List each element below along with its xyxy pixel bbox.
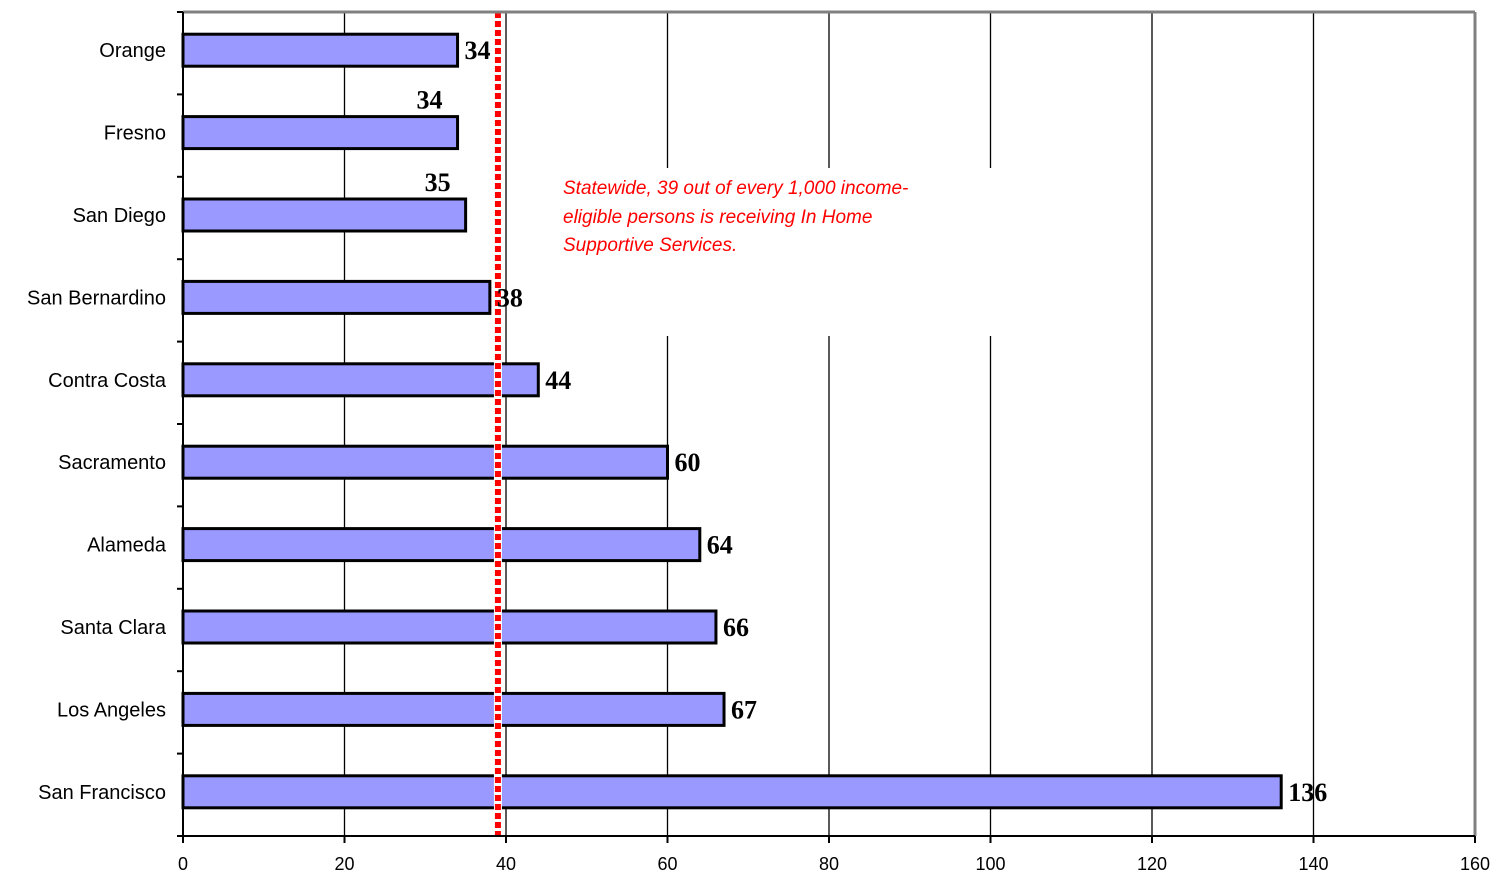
bar-contra-costa — [181, 362, 540, 398]
reference-line-backing — [493, 12, 502, 836]
bar-orange — [181, 32, 460, 68]
x-tick-label: 20 — [334, 854, 354, 874]
annotation-line-3: Supportive Services. — [563, 235, 737, 256]
labels: 34 Orange 34 Fresno 35 San Diego 38 San Bernard… — [27, 36, 1327, 807]
bar-fresno — [181, 115, 460, 151]
data-label: 44 — [545, 366, 571, 395]
bar-alameda — [181, 527, 702, 563]
axes: 0 20 40 60 80 100 120 140 160 — [177, 11, 1490, 874]
category-label: Los Angeles — [57, 699, 166, 721]
x-tick-label: 40 — [496, 854, 516, 874]
category-label: Orange — [99, 40, 166, 62]
x-tick-label: 0 — [178, 854, 188, 874]
reference-line-group — [493, 12, 502, 836]
statewide-annotation: Statewide, 39 out of every 1,000 income-… — [563, 178, 914, 256]
category-label: Fresno — [104, 123, 166, 145]
x-tick-label: 140 — [1298, 854, 1328, 874]
data-label: 35 — [425, 168, 451, 197]
bar-santa-clara — [181, 609, 718, 645]
annotation-line-1: Statewide, 39 out of every 1,000 income- — [563, 178, 908, 199]
annotation-line-2: eligible persons is receiving In Home — [563, 207, 872, 228]
x-tick-label: 100 — [975, 854, 1005, 874]
x-tick-label: 60 — [657, 854, 677, 874]
category-label: San Francisco — [38, 782, 166, 804]
x-tick-label: 120 — [1137, 854, 1167, 874]
category-label: Santa Clara — [60, 617, 166, 639]
category-label: Sacramento — [58, 452, 166, 474]
data-label: 34 — [417, 86, 443, 115]
data-label: 67 — [731, 695, 757, 724]
bar-san-francisco — [181, 774, 1283, 810]
bar-los-angeles — [181, 691, 726, 727]
data-label: 60 — [675, 448, 701, 477]
data-label: 136 — [1288, 778, 1327, 807]
plot-frame — [183, 10, 1477, 836]
annotation-background — [516, 168, 1031, 336]
data-label: 34 — [465, 36, 491, 65]
x-tick-label: 160 — [1460, 854, 1490, 874]
bar-sacramento — [181, 444, 669, 480]
category-label: San Diego — [73, 205, 166, 227]
bar-san-diego — [181, 197, 468, 233]
category-label: Contra Costa — [48, 370, 167, 392]
data-label: 64 — [707, 531, 733, 560]
data-label: 66 — [723, 613, 749, 642]
category-label: Alameda — [87, 535, 167, 557]
category-label: San Bernardino — [27, 287, 166, 309]
x-tick-label: 80 — [819, 854, 839, 874]
bar-san-bernardino — [181, 279, 492, 315]
data-label: 38 — [497, 283, 523, 312]
